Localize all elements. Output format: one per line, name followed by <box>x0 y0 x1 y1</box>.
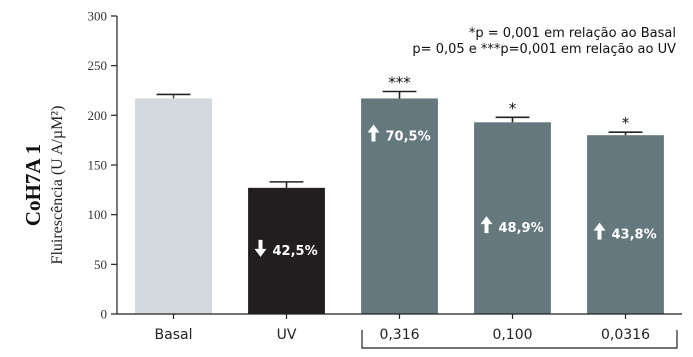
significance-stars: * <box>622 114 630 132</box>
x-tick-label: UV <box>277 327 297 343</box>
x-tick-label: 0,100 <box>492 327 532 343</box>
x-tick-label: Basal <box>155 327 193 343</box>
arrow-up-icon <box>367 124 380 142</box>
arrow-up-icon <box>593 222 606 240</box>
y-tick-label: 200 <box>88 108 108 123</box>
arrow-down-icon <box>254 239 267 257</box>
y-tick-label: 50 <box>94 257 107 272</box>
bars-group: 42,5% *** 70,5% * 48,9% * 43,8% <box>135 73 664 315</box>
significance-note-1: *p = 0,001 em relação ao Basal <box>469 26 676 41</box>
significance-stars: *** <box>388 73 411 91</box>
y-tick-label: 100 <box>88 207 108 222</box>
percent-change-label: 43,8% <box>612 228 657 243</box>
concentration-group-bracket <box>361 330 678 349</box>
significance-note-2: p= 0,05 e ***p=0,001 em relação ao UV <box>412 42 676 57</box>
arrow-up-icon <box>480 216 493 234</box>
axes-group: 0 50 100 150 200 250 300 Basal UV 0,316 0,100 0,031… <box>88 9 682 343</box>
percent-change-label: 42,5% <box>273 244 318 259</box>
x-tick-label: 0,0316 <box>601 327 650 343</box>
y-tick-label: 250 <box>88 58 108 73</box>
x-tick-label: 0,316 <box>379 327 419 343</box>
percent-change-label: 48,9% <box>499 221 544 236</box>
y-axis-label-unit: Fluirescência (U A/µM²) <box>49 106 66 265</box>
bar <box>135 98 212 315</box>
percent-change-label: 70,5% <box>386 129 431 144</box>
y-tick-label: 300 <box>88 9 108 24</box>
y-tick-label: 150 <box>88 158 108 173</box>
y-axis-label-main: CoH7A 1 <box>21 144 45 226</box>
y-tick-label: 0 <box>101 307 108 322</box>
significance-stars: * <box>509 99 517 117</box>
